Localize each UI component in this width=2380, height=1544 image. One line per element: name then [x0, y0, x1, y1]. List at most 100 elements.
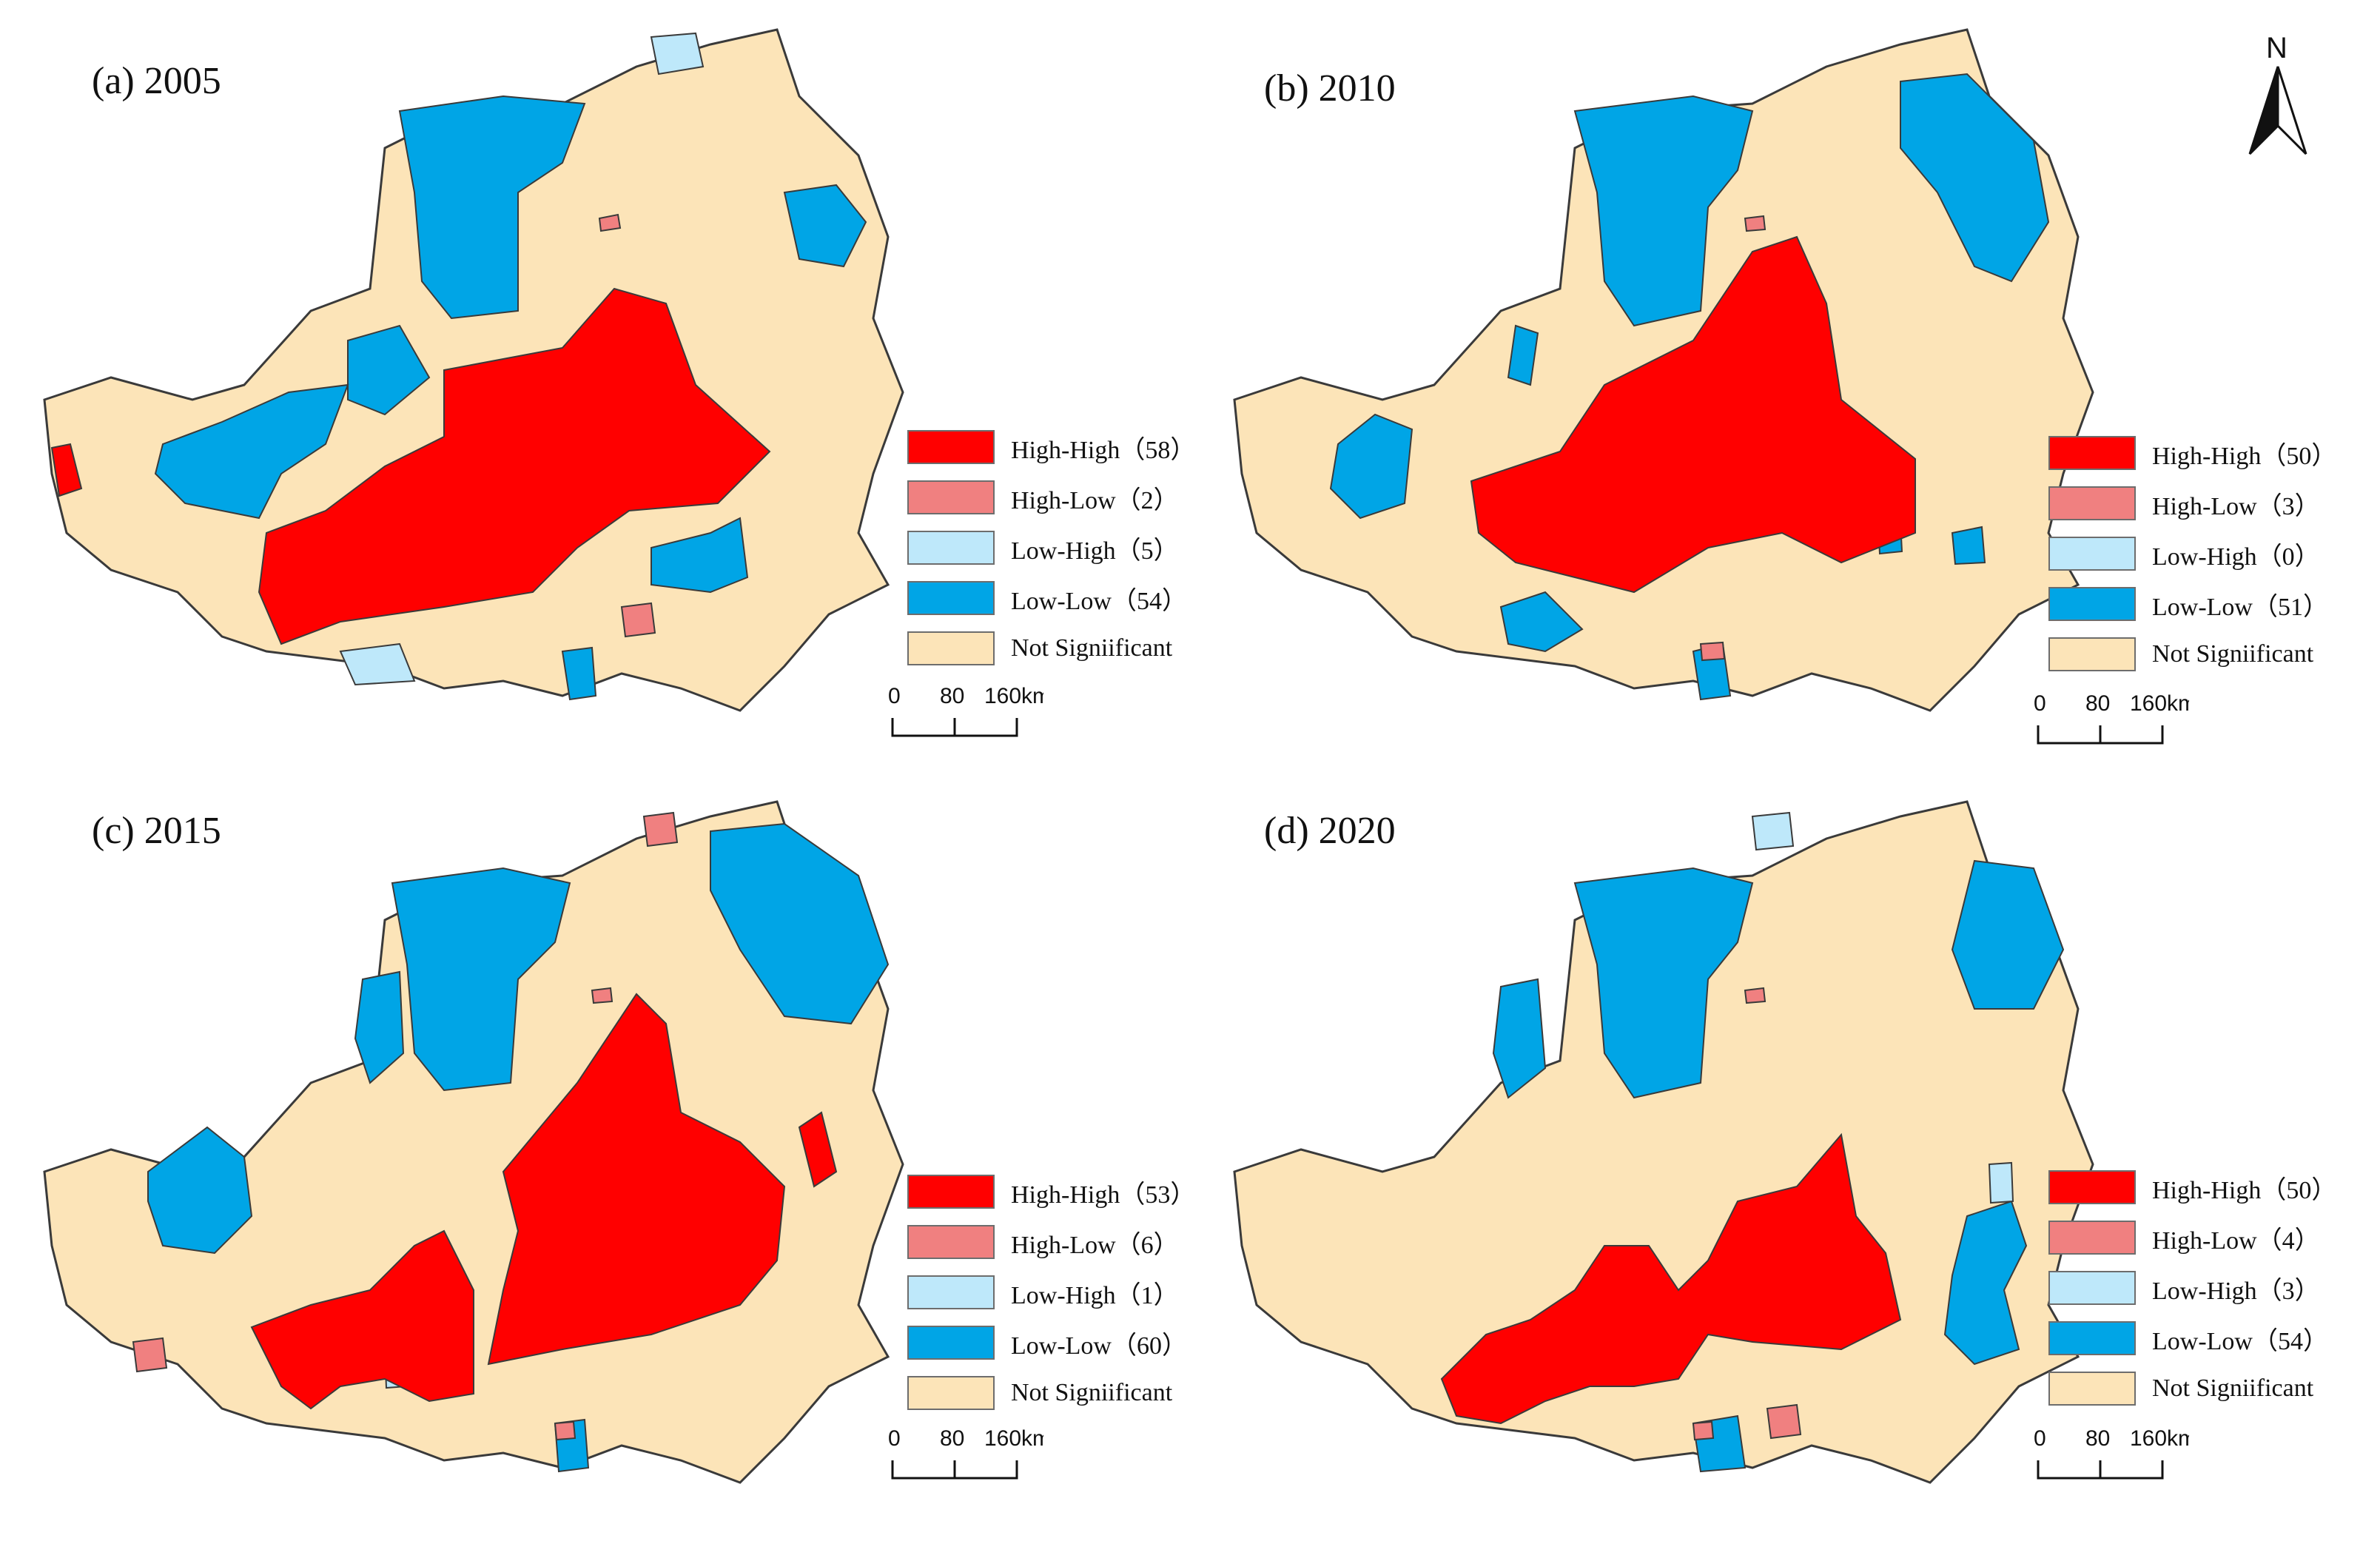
- region-high-high: [1440, 1132, 1902, 1425]
- region-high-high: [258, 287, 771, 645]
- region-high-low: [591, 987, 614, 1004]
- scale-tick-label: 0: [2034, 691, 2046, 716]
- scale-bar: 0 80 160 km: [2034, 1423, 2196, 1497]
- panel-title: (d) 2020: [1264, 810, 1396, 852]
- map-legend: High-High（50） High-Low（3） Low-High（0） Lo…: [2048, 428, 2336, 679]
- scale-tick-label: 80: [2085, 1426, 2110, 1451]
- scale-unit: km: [2167, 1426, 2189, 1451]
- legend-item-low-high: Low-High（0）: [2048, 528, 2336, 579]
- legend-label: Not Signiificant: [2152, 640, 2314, 668]
- legend-label: Low-Low（51）: [2152, 593, 2328, 621]
- map-panel-2010: (b) 2010 High-High（50） High-Low（3） Low-H…: [1190, 0, 2380, 772]
- legend-item-high-low: High-Low（4）: [2048, 1212, 2336, 1263]
- scale-tick-label: 80: [2085, 691, 2110, 716]
- legend-swatch: [2048, 637, 2136, 671]
- legend-swatch: [907, 1175, 995, 1209]
- scale-bar-line: [891, 1460, 1018, 1480]
- region-high-low: [1766, 1403, 1802, 1440]
- legend-swatch: [907, 1326, 995, 1360]
- legend-swatch: [907, 1275, 995, 1309]
- choropleth-map-2015: [43, 800, 904, 1484]
- legend-item-low-low: Low-Low（54）: [907, 573, 1195, 623]
- region-low-low: [147, 1126, 253, 1255]
- region-low-low: [1900, 73, 2050, 283]
- map-legend: High-High（50） High-Low（4） Low-High（3） Lo…: [2048, 1162, 2336, 1414]
- scale-tick-label: 160: [984, 1426, 1021, 1451]
- region-low-low: [391, 867, 571, 1092]
- region-low-low: [1329, 413, 1413, 520]
- map-panel-2020: (d) 2020 High-High（50） High-Low（4） Low-H…: [1190, 772, 2380, 1544]
- legend-swatch: [907, 480, 995, 514]
- region-high-high: [798, 1111, 838, 1188]
- legend-item-low-low: Low-Low（54）: [2048, 1313, 2336, 1363]
- legend-label: High-High（50）: [2152, 1176, 2337, 1204]
- legend-label: Low-Low（54）: [2152, 1327, 2328, 1355]
- region-high-low: [642, 811, 679, 847]
- choropleth-map-2010: [1233, 28, 2094, 712]
- scale-tick-label: 80: [940, 1426, 964, 1451]
- legend-item-high-high: High-High（53）: [907, 1167, 1195, 1217]
- scale-bar-line: [891, 718, 1018, 737]
- legend-swatch: [2048, 587, 2136, 621]
- panel-title: (c) 2015: [92, 810, 221, 852]
- north-arrow-icon: N: [2248, 32, 2307, 155]
- scale-bar-line: [2037, 725, 2164, 745]
- north-label: N: [2266, 32, 2287, 64]
- map-legend: High-High（58） High-Low（2） Low-High（5） Lo…: [907, 422, 1195, 674]
- region-high-high: [487, 993, 786, 1366]
- legend-swatch: [2048, 1170, 2136, 1204]
- legend-item-high-low: High-Low（3）: [2048, 478, 2336, 528]
- legend-item-low-low: Low-Low（51）: [2048, 579, 2336, 629]
- region-low-low: [651, 517, 749, 594]
- legend-item-low-high: Low-High（3）: [2048, 1263, 2336, 1313]
- scale-tick-label: 0: [2034, 1426, 2046, 1451]
- legend-item-not-significant: Not Signiificant: [907, 1368, 1195, 1418]
- legend-swatch: [907, 531, 995, 565]
- panel-title: (a) 2005: [92, 60, 221, 102]
- scale-tick-label: 80: [940, 684, 964, 708]
- legend-label: High-Low（6）: [1011, 1231, 1179, 1259]
- legend-label: Not Signiificant: [1011, 1379, 1173, 1406]
- choropleth-map-2005: [43, 28, 904, 712]
- region-low-low: [1573, 867, 1754, 1099]
- legend-swatch: [2048, 1271, 2136, 1305]
- region-low-low: [1492, 978, 1547, 1099]
- scale-unit: km: [2167, 691, 2189, 716]
- legend-label: Low-Low（60）: [1011, 1332, 1187, 1360]
- legend-label: High-Low（4）: [2152, 1226, 2320, 1255]
- legend-label: Low-High（0）: [2152, 543, 2320, 571]
- north-arrow: N: [2235, 30, 2324, 163]
- legend-swatch: [2048, 537, 2136, 571]
- legend-item-high-high: High-High（50）: [2048, 1162, 2336, 1212]
- region-high-high: [250, 1229, 474, 1410]
- region-high-low: [1744, 215, 1766, 232]
- panel-title: (b) 2010: [1264, 67, 1396, 110]
- legend-label: High-High（50）: [2152, 442, 2337, 470]
- scale-bar: 0 80 160 km: [2034, 688, 2196, 762]
- legend-label: Low-High（3）: [2152, 1277, 2320, 1305]
- scale-tick-label: 160: [984, 684, 1021, 708]
- region-low-low: [1499, 591, 1584, 653]
- region-high-low: [132, 1337, 168, 1373]
- legend-label: High-Low（2）: [1011, 486, 1179, 514]
- legend-item-high-high: High-High（58）: [907, 422, 1195, 472]
- legend-swatch: [2048, 486, 2136, 520]
- scale-unit: km: [1021, 684, 1043, 708]
- legend-label: Not Signiificant: [1011, 634, 1173, 662]
- legend-item-not-significant: Not Signiificant: [907, 623, 1195, 674]
- legend-item-low-high: Low-High（1）: [907, 1267, 1195, 1318]
- region-low-low: [1573, 95, 1754, 327]
- scale-tick-label: 160: [2130, 691, 2167, 716]
- region-high-low: [1699, 641, 1726, 662]
- region-low-low: [347, 324, 431, 416]
- region-low-low: [398, 95, 586, 320]
- legend-label: High-Low（3）: [2152, 492, 2320, 520]
- legend-item-high-high: High-High（50）: [2048, 428, 2336, 478]
- region-high-high: [1470, 235, 1916, 594]
- legend-item-not-significant: Not Signiificant: [2048, 1363, 2336, 1414]
- scale-bar: 0 80 160 km: [888, 681, 1051, 755]
- region-low-low: [561, 646, 597, 701]
- scale-tick-label: 160: [2130, 1426, 2167, 1451]
- scale-tick-label: 0: [888, 684, 901, 708]
- scale-tick-label: 0: [888, 1426, 901, 1451]
